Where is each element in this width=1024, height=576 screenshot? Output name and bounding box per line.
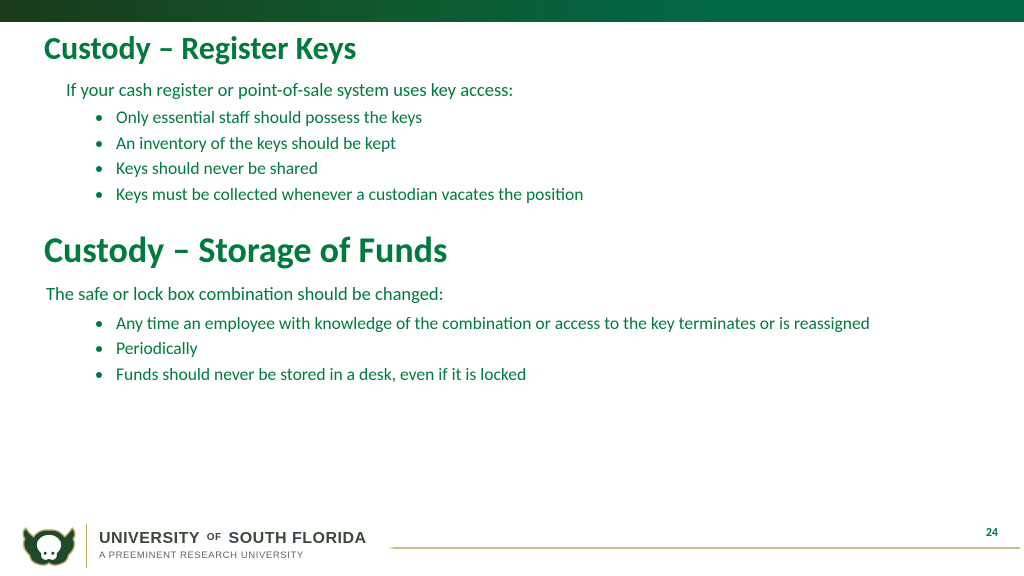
heading-register-keys: Custody – Register Keys [44, 30, 984, 68]
bull-icon [20, 524, 78, 568]
list-item: Any time an employee with knowledge of t… [114, 311, 984, 336]
footer: UNIVERSITY OF SOUTH FLORIDA A PREEMINENT… [0, 514, 1024, 576]
slide: Custody – Register Keys If your cash reg… [0, 0, 1024, 576]
university-tagline: A PREEMINENT RESEARCH UNIVERSITY [99, 550, 367, 561]
wordmark: UNIVERSITY OF SOUTH FLORIDA A PREEMINENT… [99, 531, 367, 561]
header-bar [0, 0, 1024, 22]
slide-content: Custody – Register Keys If your cash reg… [44, 30, 984, 387]
bullets-storage-funds: Any time an employee with knowledge of t… [114, 311, 984, 387]
list-item: Keys must be collected whenever a custod… [114, 182, 984, 207]
list-item: Funds should never be stored in a desk, … [114, 362, 984, 387]
footer-rule [374, 544, 1020, 552]
intro-register-keys: If your cash register or point-of-sale s… [66, 78, 984, 101]
wm-part: SOUTH FLORIDA [229, 530, 367, 547]
logo: UNIVERSITY OF SOUTH FLORIDA A PREEMINENT… [20, 524, 367, 568]
heading-storage-funds: Custody – Storage of Funds [44, 229, 984, 272]
logo-divider [86, 524, 87, 568]
wm-part: UNIVERSITY [99, 530, 200, 547]
list-item: Only essential staff should possess the … [114, 105, 984, 130]
wm-of: OF [207, 532, 222, 543]
university-name: UNIVERSITY OF SOUTH FLORIDA [99, 531, 367, 548]
list-item: An inventory of the keys should be kept [114, 131, 984, 156]
intro-storage-funds: The safe or lock box combination should … [46, 282, 984, 305]
list-item: Keys should never be shared [114, 156, 984, 181]
page-number: 24 [986, 526, 998, 540]
bullets-register-keys: Only essential staff should possess the … [114, 105, 984, 207]
list-item: Periodically [114, 336, 984, 361]
